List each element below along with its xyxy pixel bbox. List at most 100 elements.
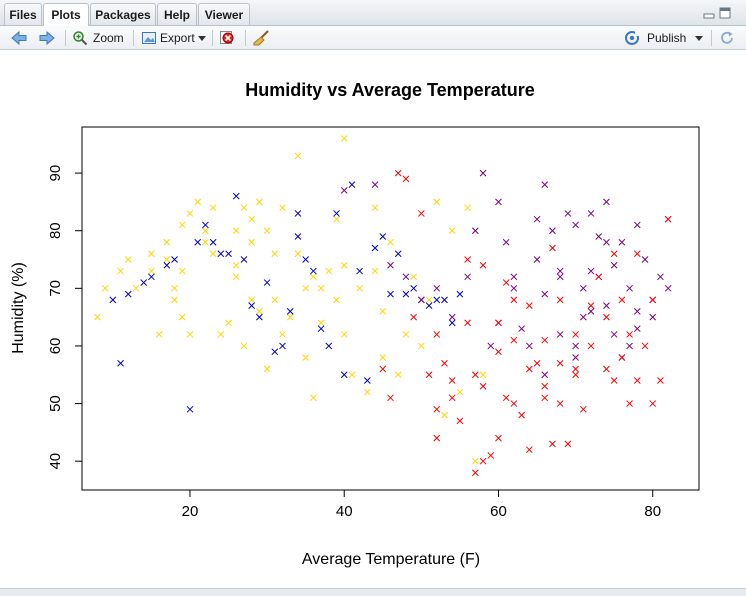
data-point [556, 400, 564, 407]
data-point [232, 227, 240, 235]
data-point [433, 405, 441, 413]
data-point [510, 400, 518, 407]
data-point [533, 359, 541, 367]
data-point [425, 296, 433, 304]
scatter-plot: Humidity vs Average Temperature 20 40 60 80… [0, 50, 746, 588]
data-point [333, 296, 340, 304]
data-point [209, 238, 217, 246]
tab-viewer[interactable]: Viewer [198, 3, 250, 25]
data-point [433, 331, 441, 338]
data-point [310, 394, 317, 402]
data-point [186, 405, 194, 413]
data-point [148, 267, 155, 275]
data-point [456, 417, 464, 425]
data-point [579, 405, 587, 413]
tab-plots[interactable]: Plots [43, 3, 89, 26]
x-axis: 20 40 60 80 [182, 489, 661, 520]
data-point [163, 256, 171, 263]
data-point [471, 469, 479, 477]
arrow-left-icon [11, 30, 27, 46]
data-point [310, 267, 317, 275]
data-point [101, 284, 109, 292]
data-point [410, 313, 417, 321]
toolbar-separator [711, 30, 712, 46]
broom-icon [253, 30, 269, 46]
tab-help[interactable]: Help [157, 3, 197, 25]
zoom-icon [73, 31, 88, 46]
data-point [202, 238, 209, 246]
data-point [610, 250, 618, 258]
refresh-button[interactable] [719, 28, 739, 48]
data-point [425, 302, 433, 309]
data-point [178, 221, 186, 229]
forward-button[interactable] [38, 28, 58, 48]
toolbar-separator [245, 30, 246, 46]
remove-plot-button[interactable] [219, 28, 239, 48]
data-point [495, 198, 502, 206]
data-point [271, 296, 279, 304]
data-point [348, 181, 356, 188]
tab-files[interactable]: Files [4, 3, 42, 25]
data-point [279, 342, 286, 350]
data-point [579, 313, 587, 321]
data-points [94, 135, 672, 477]
toolbar-separator [65, 30, 66, 46]
data-point [572, 221, 579, 229]
y-tick-label: 60 [47, 338, 64, 355]
data-point [240, 256, 248, 263]
data-point [626, 342, 633, 350]
tab-packages[interactable]: Packages [90, 3, 156, 25]
data-point [333, 210, 340, 217]
x-tick-label: 40 [336, 503, 353, 520]
data-point [572, 342, 579, 350]
data-point [595, 273, 603, 281]
data-point [325, 267, 333, 275]
data-point [572, 354, 579, 361]
data-point [294, 152, 302, 160]
data-point [186, 210, 194, 217]
data-point [240, 342, 248, 350]
data-point [518, 411, 525, 419]
data-point [603, 302, 610, 309]
data-point [178, 267, 186, 275]
data-point [633, 221, 641, 229]
clear-all-plots-button[interactable] [253, 28, 273, 48]
data-point [294, 210, 302, 217]
data-point [433, 434, 441, 442]
data-point [556, 359, 564, 367]
data-point [441, 411, 448, 419]
maximize-icon [719, 7, 731, 19]
data-point [225, 250, 232, 258]
data-point [556, 296, 564, 304]
publish-menu-button[interactable]: Publish [624, 28, 706, 48]
data-point [448, 227, 456, 235]
data-point [417, 296, 425, 304]
zoom-label: Zoom [93, 31, 124, 45]
y-tick-label: 80 [47, 222, 64, 239]
data-point [456, 290, 464, 298]
data-point [479, 371, 487, 379]
y-tick-label: 90 [47, 165, 64, 182]
zoom-button[interactable]: Zoom [72, 28, 128, 48]
maximize-pane-button[interactable] [718, 6, 732, 20]
data-point [479, 261, 487, 269]
export-menu-button[interactable]: Export [141, 28, 209, 48]
x-tick-label: 60 [490, 503, 507, 520]
data-point [202, 227, 209, 235]
data-point [202, 221, 209, 229]
data-point [364, 388, 371, 396]
data-point [209, 250, 217, 258]
data-point [132, 284, 140, 292]
back-button[interactable] [10, 28, 30, 48]
data-point [495, 348, 502, 356]
data-point [371, 244, 379, 252]
data-point [425, 371, 433, 379]
data-point [402, 290, 410, 298]
data-point [649, 296, 657, 304]
data-point [271, 348, 279, 356]
export-image-icon [142, 32, 156, 44]
data-point [633, 377, 641, 384]
data-point [348, 371, 356, 379]
data-point [618, 296, 626, 304]
minimize-pane-button[interactable] [702, 6, 716, 20]
